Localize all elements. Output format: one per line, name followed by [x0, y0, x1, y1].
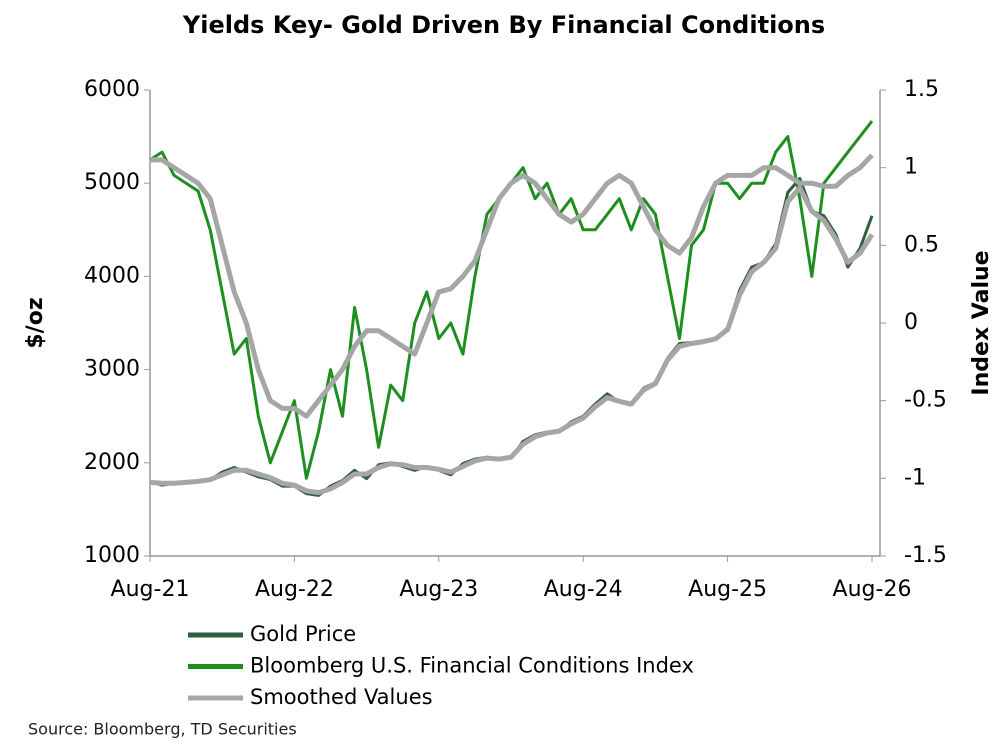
x-tick-label: Aug-21 — [111, 577, 190, 602]
y-tick-label: 3000 — [84, 357, 140, 382]
y2-tick-label: 1.5 — [904, 77, 939, 102]
y-tick-label: 1000 — [84, 543, 140, 568]
series-line — [149, 177, 874, 497]
y-tick-label: 5000 — [84, 170, 140, 195]
y-tick-label: 2000 — [84, 450, 140, 475]
y-axis-title: $/oz — [23, 297, 48, 348]
x-tick-label: Aug-25 — [688, 577, 767, 602]
y2-tick-label: 0.5 — [904, 232, 939, 257]
chart-title: Yields Key- Gold Driven By Financial Con… — [182, 11, 825, 39]
legend-label: Bloomberg U.S. Financial Conditions Inde… — [250, 654, 694, 678]
x-tick-label: Aug-23 — [399, 577, 478, 602]
y2-tick-label: -1 — [904, 465, 926, 490]
y2-axis-title: Index Value — [969, 250, 994, 395]
series-line — [149, 185, 875, 496]
legend-label: Smoothed Values — [250, 685, 433, 709]
x-tick-label: Aug-22 — [255, 577, 334, 602]
series-line — [149, 120, 874, 480]
series-line — [150, 153, 874, 419]
y2-tick-label: 1 — [904, 155, 918, 180]
legend-label: Gold Price — [250, 622, 356, 646]
y-tick-label: 6000 — [84, 77, 140, 102]
source-note: Source: Bloomberg, TD Securities — [28, 720, 297, 739]
x-tick-label: Aug-26 — [833, 577, 912, 602]
y2-tick-label: -0.5 — [904, 388, 947, 413]
y2-tick-label: -1.5 — [904, 543, 947, 568]
y-tick-label: 4000 — [84, 263, 140, 288]
x-tick-label: Aug-24 — [544, 577, 623, 602]
y2-tick-label: 0 — [904, 310, 918, 335]
